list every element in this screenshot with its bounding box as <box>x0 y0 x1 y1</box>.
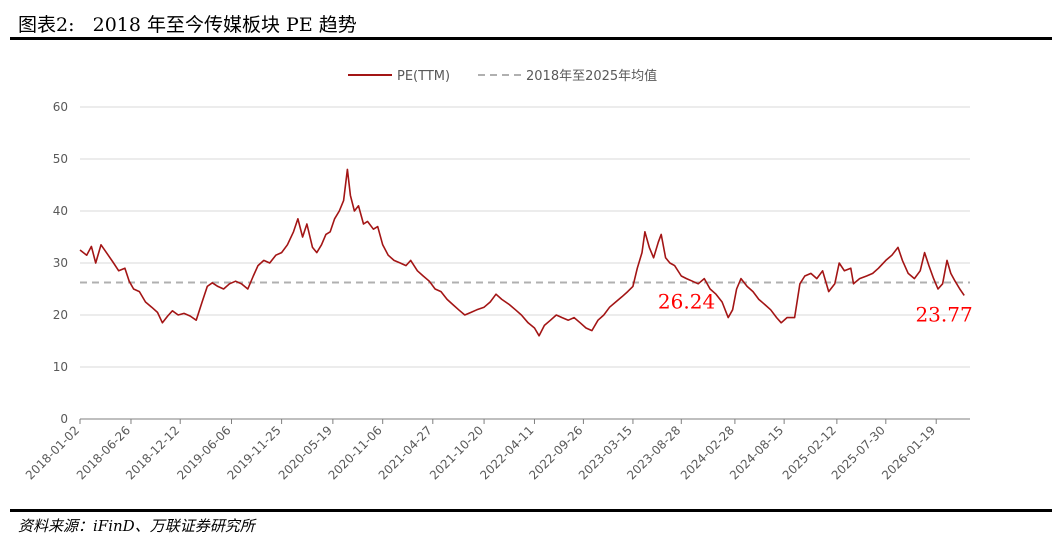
x-tick-label: 2021-04-27 <box>376 423 435 482</box>
chart-gridlines <box>80 106 970 420</box>
x-tick-label: 2026-01-19 <box>879 423 938 482</box>
y-tick-label: 30 <box>53 256 68 270</box>
source-note: 资料来源：iFinD、万联证券研究所 <box>18 517 255 535</box>
chart-annotations: 26.24 23.77 <box>658 290 973 327</box>
figure-title: 图表2: 2018 年至今传媒板块 PE 趋势 <box>18 14 357 36</box>
y-tick-label: 20 <box>53 308 68 322</box>
legend-label-pe: PE(TTM) <box>397 69 450 84</box>
bottom-rule <box>10 509 1052 512</box>
x-tick-label: 2019-11-25 <box>224 423 283 482</box>
pe-ttm-line <box>79 168 965 337</box>
x-axis: 2018-01-022018-06-262018-12-122019-06-06… <box>23 419 938 482</box>
y-axis: 0 10 20 30 40 50 60 <box>53 100 68 426</box>
figure-header: 图表2: 2018 年至今传媒板块 PE 趋势 <box>10 6 1050 38</box>
chart-legend: PE(TTM) 2018年至2025年均值 <box>348 68 657 84</box>
pe-trend-chart: PE(TTM) 2018年至2025年均值 0 10 20 30 40 50 60 2018… <box>23 68 973 482</box>
annotation-label: 23.77 <box>915 302 972 326</box>
y-tick-label: 50 <box>53 152 68 166</box>
legend-label-mean: 2018年至2025年均值 <box>526 68 657 84</box>
x-tick-label: 2018-01-02 <box>23 423 82 482</box>
y-tick-label: 40 <box>53 204 68 218</box>
y-tick-label: 10 <box>53 360 68 374</box>
annotation-label: 26.24 <box>658 290 715 314</box>
y-tick-label: 0 <box>60 412 68 426</box>
y-tick-label: 60 <box>53 100 68 114</box>
top-rule <box>10 37 1052 40</box>
